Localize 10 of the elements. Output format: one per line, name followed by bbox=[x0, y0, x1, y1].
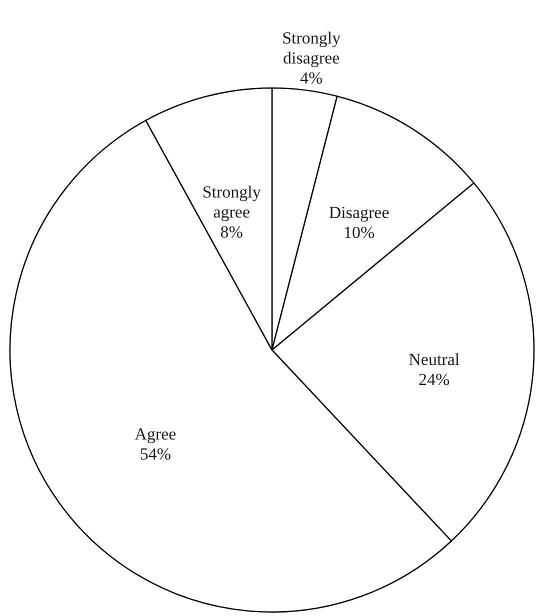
slice-label: Agree bbox=[134, 424, 176, 444]
slice-label: Strongly disagree bbox=[282, 28, 342, 68]
slice-label: Neutral bbox=[408, 350, 460, 370]
data-label: 10% bbox=[343, 222, 375, 242]
data-label: 54% bbox=[140, 444, 172, 464]
data-label: 8% bbox=[220, 222, 243, 242]
data-label: 24% bbox=[418, 370, 450, 390]
slice-label: Disagree bbox=[328, 202, 390, 222]
slice-label: Strongly agree bbox=[202, 182, 262, 222]
data-label: 4% bbox=[300, 68, 323, 88]
